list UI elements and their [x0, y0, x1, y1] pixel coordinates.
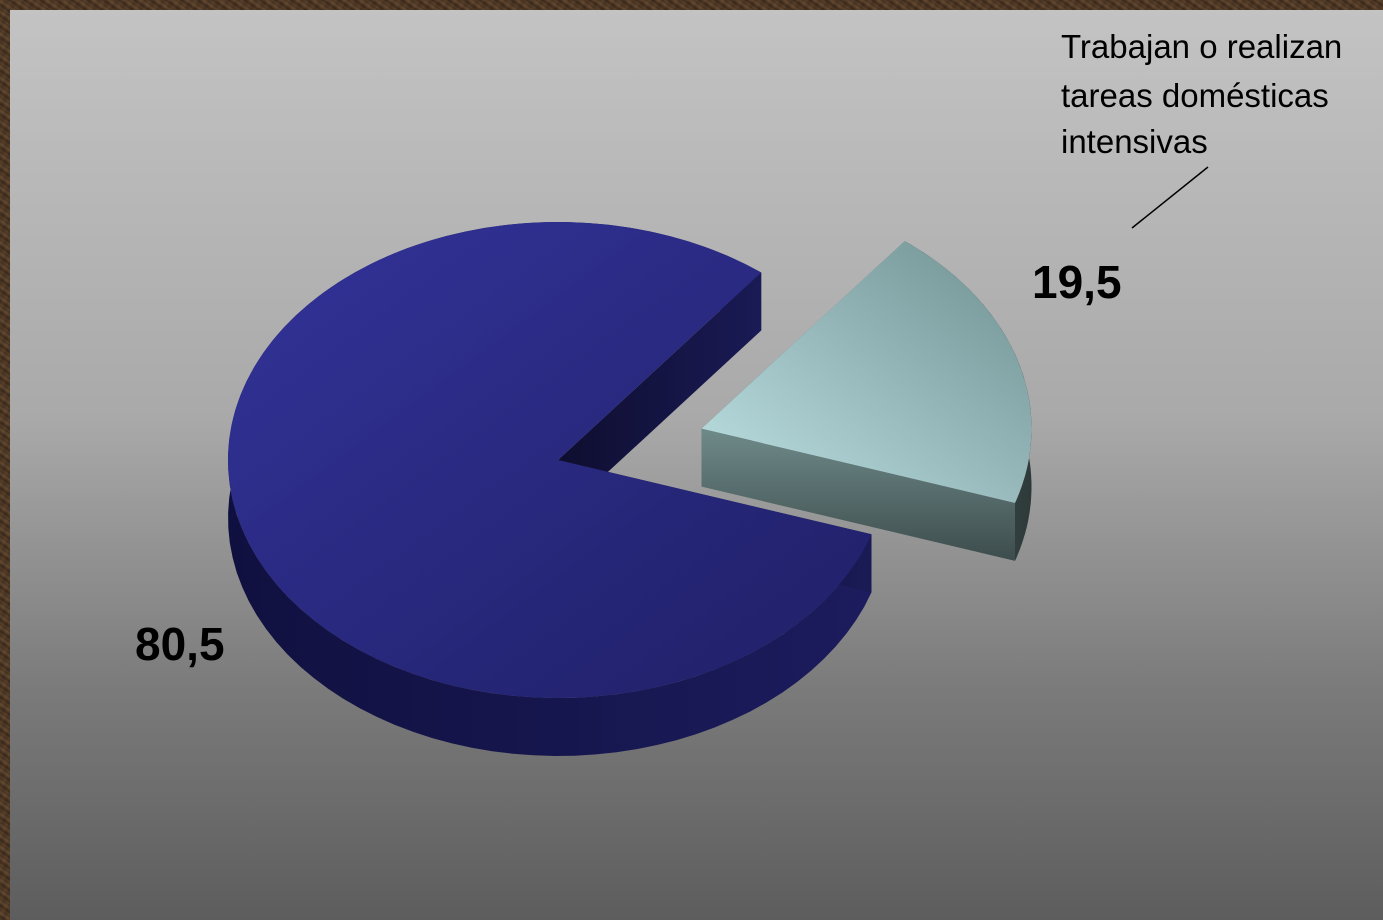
- slice-label-line-3: intensivas: [1061, 123, 1208, 160]
- label-leader-line: [1131, 166, 1209, 229]
- value-label-19-5: 19,5: [1032, 256, 1122, 308]
- slice-label-trabajan: Trabajan o realizan tareas domésticas in…: [1061, 28, 1351, 160]
- slice-label-line-2: tareas domésticas: [1061, 77, 1329, 114]
- slice-label-line-1: Trabajan o realizan: [1061, 28, 1342, 65]
- value-label-80-5: 80,5: [135, 618, 225, 670]
- pie-slice-19-5: [701, 241, 1032, 561]
- pie-slice-80-5: [227, 222, 872, 757]
